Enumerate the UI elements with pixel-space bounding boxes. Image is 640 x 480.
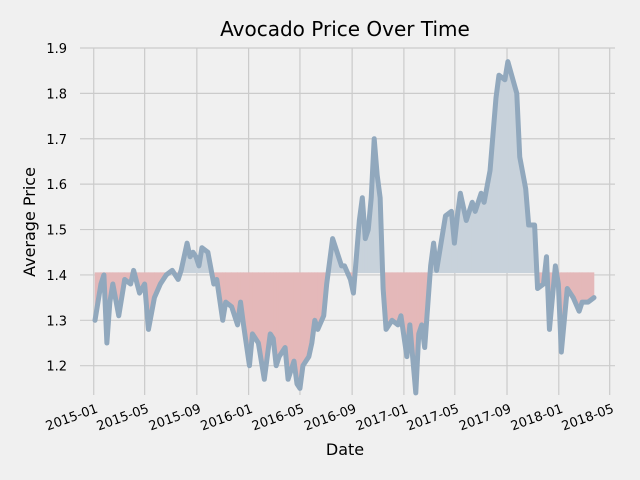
fill-below-baseline — [391, 272, 399, 326]
x-tick-label: 2016-09 — [302, 402, 358, 435]
x-tick-label: 2015-05 — [95, 402, 151, 435]
x-tick-labels: 2015-012015-052015-092016-012016-052016-… — [44, 402, 616, 435]
line-series — [92, 59, 597, 396]
x-tick-label: 2016-01 — [199, 402, 255, 435]
fill-below-baseline — [278, 272, 286, 358]
x-tick-label: 2017-09 — [457, 402, 513, 435]
x-tick-label: 2015-09 — [147, 402, 203, 435]
y-tick-label: 1.3 — [46, 314, 67, 329]
x-tick-label: 2018-05 — [560, 402, 616, 435]
y-tick-label: 1.6 — [46, 178, 67, 193]
x-tick-label: 2018-01 — [509, 402, 565, 435]
x-tick-label: 2017-05 — [405, 402, 461, 435]
fill-below-baseline — [269, 272, 274, 340]
y-tick-label: 1.7 — [46, 133, 67, 148]
y-tick-labels: 1.2 1.3 1.4 1.5 1.6 1.7 1.8 1.9 — [46, 42, 67, 375]
y-axis-label: Average Price — [20, 167, 39, 277]
y-tick-label: 1.5 — [46, 224, 67, 239]
x-axis-label: Date — [326, 440, 364, 459]
grid — [80, 47, 615, 395]
x-tick-label: 2015-01 — [44, 402, 100, 435]
fill-above-baseline — [504, 61, 509, 273]
fill-below-baseline — [581, 272, 589, 303]
chart-title: Avocado Price Over Time — [220, 17, 470, 41]
y-tick-label: 1.4 — [46, 269, 67, 284]
y-tick-label: 1.9 — [46, 42, 67, 57]
y-tick-label: 1.8 — [46, 87, 67, 102]
x-tick-label: 2017-01 — [354, 402, 410, 435]
y-tick-label: 1.2 — [46, 360, 67, 375]
price-line — [92, 59, 597, 396]
x-tick-label: 2016-05 — [250, 402, 306, 435]
fill-above-baseline — [480, 193, 485, 273]
fill-above-baseline — [498, 74, 506, 273]
